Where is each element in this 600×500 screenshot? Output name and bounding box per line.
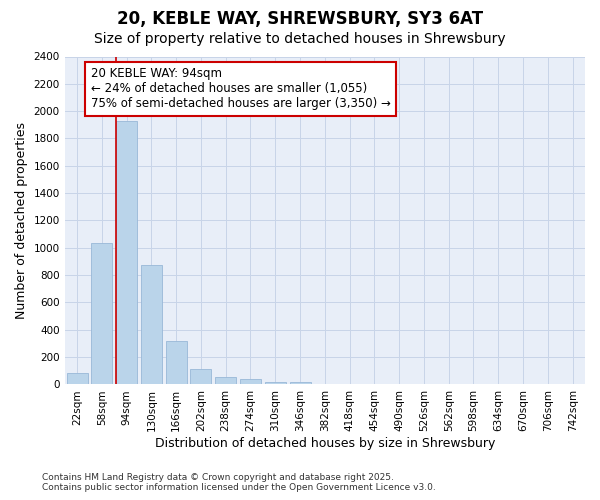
Bar bbox=[91, 243, 112, 384]
Text: Size of property relative to detached houses in Shrewsbury: Size of property relative to detached ho… bbox=[94, 32, 506, 46]
Text: 20 KEBLE WAY: 94sqm
← 24% of detached houses are smaller (1,055)
75% of semi-det: 20 KEBLE WAY: 94sqm ← 24% of detached ho… bbox=[91, 68, 391, 110]
Bar bbox=[67, 373, 88, 384]
Bar bbox=[215, 377, 236, 384]
Bar bbox=[265, 382, 286, 384]
Bar bbox=[166, 342, 187, 384]
Bar bbox=[141, 265, 162, 384]
Bar bbox=[116, 120, 137, 384]
X-axis label: Distribution of detached houses by size in Shrewsbury: Distribution of detached houses by size … bbox=[155, 437, 495, 450]
Bar bbox=[290, 382, 311, 384]
Bar bbox=[190, 368, 211, 384]
Text: 20, KEBLE WAY, SHREWSBURY, SY3 6AT: 20, KEBLE WAY, SHREWSBURY, SY3 6AT bbox=[117, 10, 483, 28]
Text: Contains HM Land Registry data © Crown copyright and database right 2025.
Contai: Contains HM Land Registry data © Crown c… bbox=[42, 473, 436, 492]
Y-axis label: Number of detached properties: Number of detached properties bbox=[15, 122, 28, 319]
Bar bbox=[240, 379, 261, 384]
